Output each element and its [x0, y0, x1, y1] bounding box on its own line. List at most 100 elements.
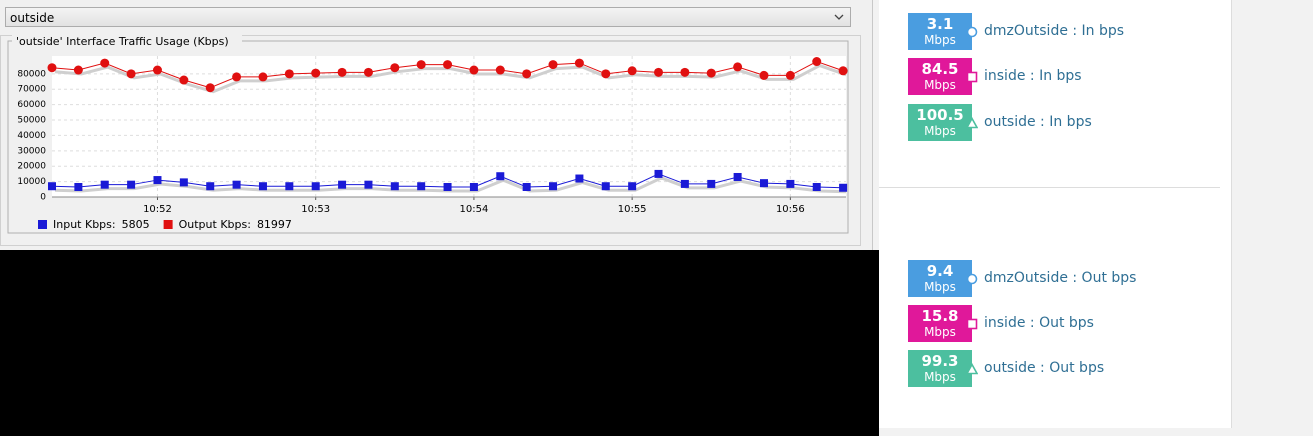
x-tick-label: 10:53	[301, 204, 330, 215]
rate-value: 9.4	[926, 262, 954, 280]
rate-unit: Mbps	[924, 325, 956, 339]
rate-value: 15.8	[921, 307, 959, 325]
chart: 'outside' Interface Traffic Usage (Kbps)…	[7, 34, 849, 234]
data-point	[654, 67, 664, 77]
data-point	[48, 182, 56, 191]
y-tick-label: 80000	[17, 69, 46, 79]
rate-badge: 15.8 Mbps	[908, 305, 978, 342]
data-point	[205, 83, 215, 93]
interface-dropdown[interactable]: outside	[5, 7, 851, 27]
data-point	[706, 68, 716, 78]
series-shadow	[54, 63, 847, 94]
data-point	[285, 182, 294, 191]
y-tick-label: 40000	[17, 131, 46, 141]
separator	[879, 187, 1220, 188]
x-tick-label: 10:54	[460, 204, 489, 215]
series-icon	[966, 26, 978, 38]
legend-swatch	[163, 220, 173, 229]
rate-badge: 100.5 Mbps	[908, 104, 978, 141]
data-point	[152, 65, 162, 75]
data-point	[838, 66, 848, 76]
data-point	[47, 63, 57, 73]
data-point	[759, 70, 769, 80]
data-point	[417, 182, 426, 191]
legend-label: Input Kbps:	[53, 218, 116, 231]
data-point	[628, 182, 637, 191]
rate-badge: 99.3 Mbps	[908, 350, 978, 387]
rate-unit: Mbps	[924, 124, 956, 138]
data-point	[127, 180, 136, 189]
legend-value: 5805	[122, 218, 150, 231]
data-point	[786, 179, 795, 188]
data-point	[785, 70, 795, 80]
legend-label: Output Kbps:	[179, 218, 251, 231]
data-point	[337, 67, 347, 77]
data-point	[496, 172, 505, 181]
data-point	[575, 174, 584, 183]
data-point	[311, 182, 320, 191]
y-tick-label: 50000	[17, 116, 46, 126]
chart-group	[0, 35, 861, 246]
data-point	[74, 182, 83, 191]
rate-badge: 9.4 Mbps	[908, 260, 978, 297]
data-point	[206, 182, 215, 191]
data-point	[522, 182, 531, 191]
data-point	[258, 72, 268, 82]
chart-title: 'outside' Interface Traffic Usage (Kbps)	[16, 35, 229, 48]
rate-label: outside : In bps	[984, 114, 1092, 130]
data-point	[707, 179, 716, 188]
data-point	[839, 183, 848, 192]
data-point	[759, 179, 768, 188]
data-point	[153, 176, 162, 185]
data-point	[126, 69, 136, 79]
rate-value: 100.5	[916, 106, 964, 124]
rate-value: 84.5	[921, 60, 959, 78]
rate-unit: Mbps	[924, 33, 956, 47]
data-point	[601, 69, 611, 79]
rate-label: inside : In bps	[984, 68, 1082, 84]
rate-label: dmzOutside : Out bps	[984, 270, 1137, 286]
series-icon	[966, 318, 978, 330]
data-point	[733, 62, 743, 72]
data-point	[548, 60, 558, 70]
chart-frame	[7, 40, 849, 234]
data-point	[469, 182, 478, 191]
data-point	[232, 72, 242, 82]
stats-panel: 3.1 Mbps dmzOutside : In bps 84.5 Mbps inside…	[879, 0, 1232, 428]
title-backdrop	[12, 34, 242, 48]
rate-label: inside : Out bps	[984, 315, 1094, 331]
data-point	[258, 182, 267, 191]
traffic-window: outside 'outside' Interface Traffic Usag…	[0, 0, 873, 250]
rate-label: outside : Out bps	[984, 360, 1105, 376]
data-point	[812, 57, 822, 67]
rate-label: dmzOutside : In bps	[984, 23, 1125, 39]
data-point	[574, 58, 584, 68]
data-point	[179, 75, 189, 85]
data-point	[680, 179, 689, 188]
series-icon	[966, 363, 978, 375]
data-point	[390, 63, 400, 73]
data-point	[654, 169, 663, 178]
data-point	[338, 180, 347, 189]
rate-badge: 84.5 Mbps	[908, 58, 978, 95]
rate-value: 3.1	[926, 15, 954, 33]
data-point	[680, 67, 690, 77]
y-tick-label: 70000	[17, 85, 46, 95]
data-point	[443, 182, 452, 191]
rate-unit: Mbps	[924, 280, 956, 294]
legend-swatch	[38, 220, 47, 229]
y-tick-label: 30000	[17, 146, 46, 156]
data-point	[364, 180, 373, 189]
x-tick-label: 10:52	[143, 204, 172, 215]
data-point	[232, 180, 241, 189]
data-point	[100, 58, 110, 68]
data-point	[416, 60, 426, 70]
series-icon	[966, 273, 978, 285]
data-point	[627, 66, 637, 76]
legend-value: 81997	[257, 218, 292, 231]
series-icon	[966, 71, 978, 83]
data-point	[284, 69, 294, 79]
rate-badge: 3.1 Mbps	[908, 13, 978, 50]
data-point	[601, 182, 610, 191]
